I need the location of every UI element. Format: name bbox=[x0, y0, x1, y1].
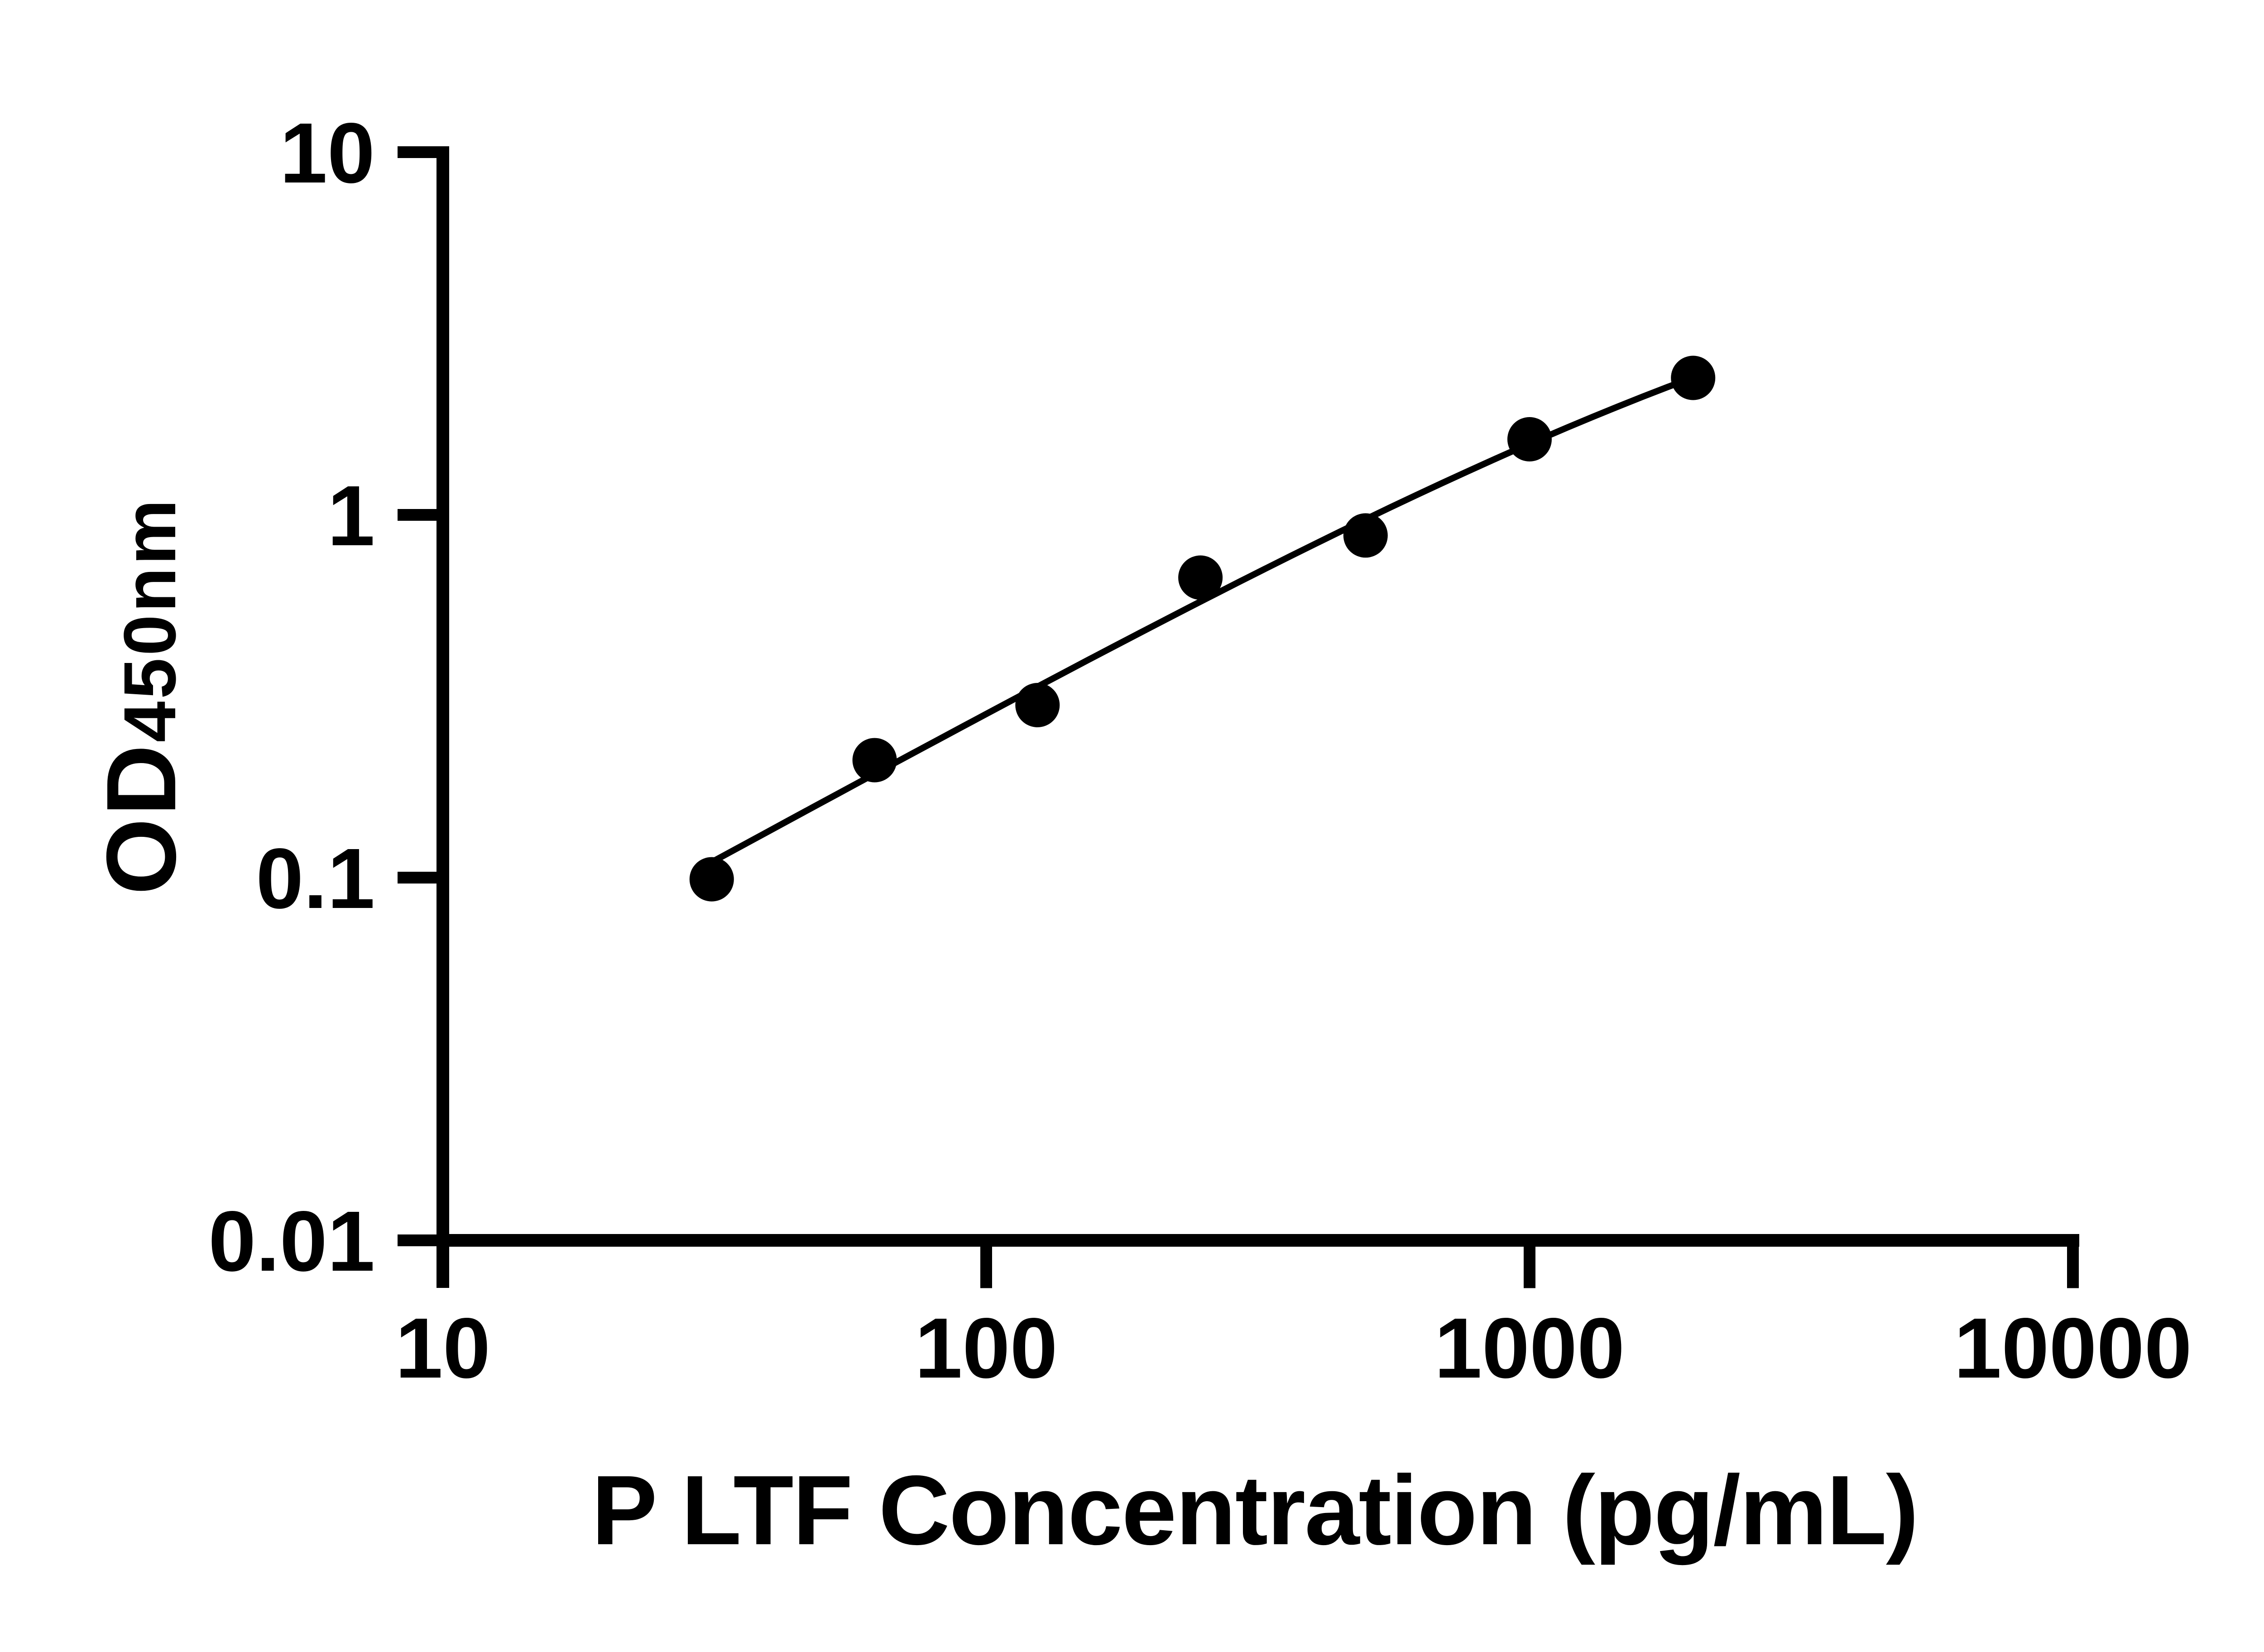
svg-text:100: 100 bbox=[915, 1301, 1057, 1396]
svg-text:10: 10 bbox=[395, 1301, 490, 1396]
svg-text:0.01: 0.01 bbox=[208, 1194, 375, 1289]
svg-text:P LTF Concentration (pg/mL): P LTF Concentration (pg/mL) bbox=[591, 1455, 1918, 1566]
svg-text:1: 1 bbox=[327, 468, 375, 564]
svg-text:0.1: 0.1 bbox=[256, 831, 375, 927]
svg-text:1000: 1000 bbox=[1434, 1301, 1625, 1396]
svg-text:OD450nm: OD450nm bbox=[86, 497, 197, 895]
svg-text:10000: 10000 bbox=[1954, 1301, 2192, 1396]
svg-text:10: 10 bbox=[280, 106, 375, 201]
